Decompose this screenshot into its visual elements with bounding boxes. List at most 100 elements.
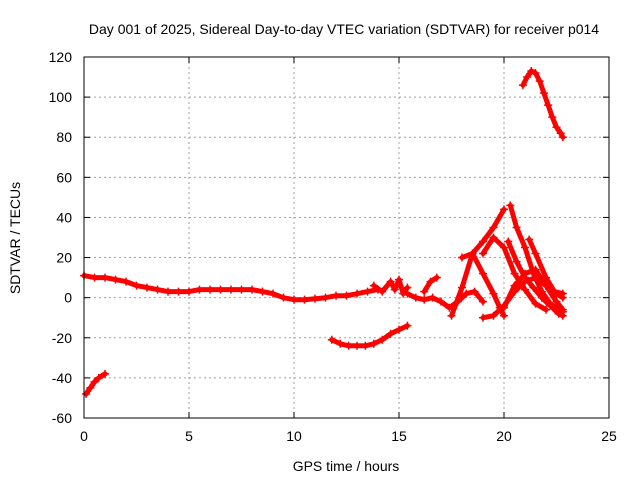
data-point <box>336 339 345 348</box>
series-trail <box>404 289 486 311</box>
data-point <box>489 311 498 320</box>
data-point <box>369 339 378 348</box>
data-point <box>546 299 555 308</box>
data-point <box>489 233 498 242</box>
data-point <box>479 269 487 278</box>
data-point <box>510 281 519 290</box>
data-point <box>539 89 548 98</box>
data-point <box>432 273 441 282</box>
grid-lines <box>84 57 609 418</box>
data-point <box>94 373 103 382</box>
data-point <box>111 275 120 284</box>
x-tick-label: 25 <box>601 428 617 444</box>
data-point <box>248 285 256 294</box>
data-point <box>395 325 403 334</box>
data-point <box>558 307 567 316</box>
y-tick-label: 80 <box>56 129 72 145</box>
data-point <box>479 297 487 306</box>
y-tick-label: -60 <box>52 410 72 426</box>
axis-ticks <box>83 56 610 419</box>
y-tick-label: 100 <box>49 89 73 105</box>
series-s15 <box>518 67 567 142</box>
data-point <box>258 287 267 296</box>
y-axis-label: SDTVAR / TECUs <box>7 182 23 294</box>
data-point <box>216 285 225 294</box>
data-point <box>462 289 471 298</box>
data-point <box>386 329 395 338</box>
data-point <box>447 311 456 320</box>
series-s14 <box>525 235 567 298</box>
data-point <box>378 287 387 296</box>
data-point <box>82 389 91 398</box>
data-point <box>342 291 351 300</box>
data-point <box>279 293 288 302</box>
data-point <box>500 205 508 214</box>
data-point <box>506 201 515 210</box>
data-point <box>90 377 99 386</box>
data-point <box>468 249 477 258</box>
data-point <box>332 291 340 300</box>
y-tick-label: 40 <box>56 209 72 225</box>
data-point <box>518 81 527 90</box>
data-point <box>531 299 540 308</box>
tick-labels: 0 5 10 15 20 25 -60 -40 -20 0 20 40 60 80 100 120 <box>49 49 617 444</box>
series-s1 <box>80 271 382 304</box>
data-point <box>556 129 565 138</box>
data-point <box>227 285 235 294</box>
data-point <box>411 293 420 302</box>
data-point <box>558 133 567 142</box>
data-point <box>290 295 298 304</box>
plot-frame <box>83 56 610 419</box>
data-point <box>327 335 336 344</box>
data-point <box>363 287 372 296</box>
data-point <box>500 303 508 312</box>
x-tick-label: 10 <box>286 428 302 444</box>
data-point <box>500 243 508 252</box>
y-tick-label: 60 <box>56 169 72 185</box>
data-point <box>544 101 553 110</box>
data-point <box>521 285 529 294</box>
data-point <box>378 335 387 344</box>
data-point <box>101 369 109 378</box>
y-tick-label: -20 <box>52 330 72 346</box>
data-point <box>428 293 437 302</box>
data-point <box>458 283 466 292</box>
data-point <box>195 285 204 294</box>
data-point <box>361 341 370 350</box>
x-tick-label: 20 <box>496 428 512 444</box>
data-point <box>554 305 563 314</box>
data-point <box>529 269 538 278</box>
data-point <box>300 295 309 304</box>
data-point <box>185 287 193 296</box>
data-point <box>470 287 479 296</box>
data-point <box>529 283 538 292</box>
data-point <box>353 341 361 350</box>
data-point <box>489 223 498 232</box>
data-point <box>537 287 546 296</box>
data-point <box>479 313 487 322</box>
data-point <box>542 273 550 282</box>
data-point <box>535 77 544 86</box>
series-s13 <box>506 201 567 316</box>
data-point <box>386 277 395 286</box>
data-point <box>510 269 519 278</box>
chart-title: Day 001 of 2025, Sidereal Day-to-day VTE… <box>89 21 599 37</box>
data-point <box>521 243 529 252</box>
series-s4 <box>369 275 412 298</box>
y-tick-label: 120 <box>49 49 73 65</box>
data-point <box>269 289 277 298</box>
series-trail <box>505 239 566 319</box>
data-point <box>369 281 378 290</box>
data-point <box>90 273 99 282</box>
data-point <box>86 383 95 392</box>
series-trail <box>449 206 507 319</box>
x-tick-label: 5 <box>185 428 193 444</box>
x-tick-label: 15 <box>391 428 407 444</box>
data-point <box>489 289 498 298</box>
data-point <box>500 311 508 320</box>
series-s9 <box>479 233 550 314</box>
data-point <box>174 287 183 296</box>
series-s6 <box>420 273 441 296</box>
